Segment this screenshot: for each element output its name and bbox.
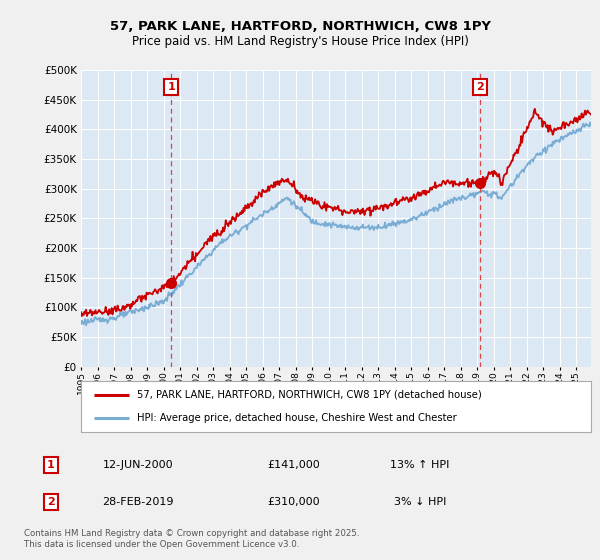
Text: 1: 1 — [167, 82, 175, 92]
Text: 1: 1 — [47, 460, 55, 470]
Text: 3% ↓ HPI: 3% ↓ HPI — [394, 497, 446, 507]
Text: £310,000: £310,000 — [268, 497, 320, 507]
Text: 57, PARK LANE, HARTFORD, NORTHWICH, CW8 1PY: 57, PARK LANE, HARTFORD, NORTHWICH, CW8 … — [110, 20, 491, 34]
Text: HPI: Average price, detached house, Cheshire West and Chester: HPI: Average price, detached house, Ches… — [137, 413, 457, 423]
Text: 57, PARK LANE, HARTFORD, NORTHWICH, CW8 1PY (detached house): 57, PARK LANE, HARTFORD, NORTHWICH, CW8 … — [137, 390, 482, 400]
Text: 28-FEB-2019: 28-FEB-2019 — [102, 497, 174, 507]
Text: 13% ↑ HPI: 13% ↑ HPI — [391, 460, 449, 470]
Text: £141,000: £141,000 — [268, 460, 320, 470]
Text: Contains HM Land Registry data © Crown copyright and database right 2025.
This d: Contains HM Land Registry data © Crown c… — [24, 529, 359, 549]
Text: 2: 2 — [476, 82, 484, 92]
Text: 2: 2 — [47, 497, 55, 507]
Text: Price paid vs. HM Land Registry's House Price Index (HPI): Price paid vs. HM Land Registry's House … — [131, 35, 469, 49]
Text: 12-JUN-2000: 12-JUN-2000 — [103, 460, 173, 470]
